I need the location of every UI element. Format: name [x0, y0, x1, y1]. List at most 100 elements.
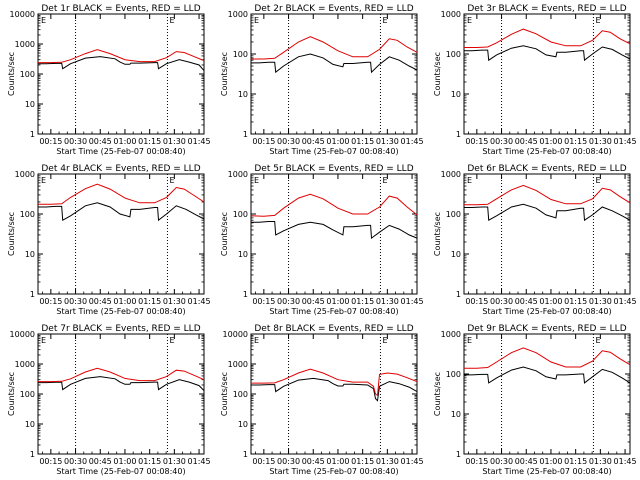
x-axis-label: Start Time (25-Feb-07 00:08:40): [56, 467, 185, 476]
plot-frame: [250, 173, 418, 295]
y-tick-label: 1: [456, 450, 461, 459]
x-tick-label: 00:45: [89, 137, 112, 146]
plot-frame: [250, 333, 418, 455]
y-tick-label: 1: [243, 450, 248, 459]
x-tick-label: 01:15: [564, 297, 587, 306]
y-tick-label: 1: [456, 290, 461, 299]
panel-det-8: Det 8r BLACK = Events, RED = LLD 1 10 100 10…: [220, 324, 424, 476]
y-tick-label: 1000: [15, 40, 35, 49]
x-tick-label: 00:45: [515, 297, 538, 306]
corner-label-left: E: [467, 176, 472, 185]
series-line-events: [251, 377, 418, 402]
y-axis-label: Counts/sec: [7, 52, 16, 96]
x-tick-label: 01:15: [138, 297, 161, 306]
corner-label-right: E: [169, 16, 174, 25]
corner-label-left: E: [41, 176, 46, 185]
x-tick-label: 01:30: [376, 457, 399, 466]
x-tick-label: 00:45: [302, 297, 325, 306]
x-tick-label: 00:15: [252, 297, 275, 306]
series-line-events: [251, 221, 418, 240]
panel-det-3: Det 3r BLACK = Events, RED = LLD 1 10 100 10…: [433, 4, 637, 156]
y-tick-label: 1000: [15, 170, 35, 179]
x-tick-label: 01:45: [188, 457, 211, 466]
x-tick-label: 01:15: [351, 297, 374, 306]
y-tick-label: 1000: [228, 10, 248, 19]
x-tick-label: 01:00: [326, 457, 349, 466]
y-tick-label: 1: [30, 290, 35, 299]
plot-frame: [463, 173, 631, 295]
y-tick-label: 100: [233, 50, 248, 59]
series-line-lld: [38, 183, 205, 205]
plot-frame: [463, 333, 631, 455]
x-tick-label: 01:00: [326, 297, 349, 306]
chart-title: Det 3r BLACK = Events, RED = LLD: [467, 4, 626, 14]
x-tick-label: 00:15: [465, 137, 488, 146]
series-line-lld: [464, 184, 631, 206]
y-axis-label: Counts/sec: [220, 52, 229, 96]
x-tick-label: 01:45: [401, 457, 424, 466]
panel-det-4: Det 4r BLACK = Events, RED = LLD 1 10 100 10…: [7, 164, 211, 316]
x-tick-label: 01:15: [351, 457, 374, 466]
corner-label-right: E: [595, 336, 600, 345]
chart-title: Det 2r BLACK = Events, RED = LLD: [254, 4, 413, 14]
y-axis-label: Counts/sec: [433, 212, 442, 256]
x-tick-label: 00:45: [89, 457, 112, 466]
y-tick-label: 10: [451, 90, 461, 99]
y-tick-label: 1000: [441, 10, 461, 19]
y-tick-label: 10: [25, 100, 35, 109]
x-tick-label: 00:15: [252, 137, 275, 146]
y-tick-label: 1000: [441, 170, 461, 179]
y-tick-label: 1000: [228, 360, 248, 369]
x-tick-label: 00:15: [39, 297, 62, 306]
x-tick-label: 00:30: [490, 457, 513, 466]
y-tick-label: 1: [243, 290, 248, 299]
corner-label-right: E: [595, 176, 600, 185]
plot-frame: [37, 173, 205, 295]
x-tick-label: 01:45: [188, 137, 211, 146]
y-tick-label: 10: [451, 250, 461, 259]
series-line-lld: [251, 368, 418, 397]
x-tick-label: 00:45: [302, 137, 325, 146]
chart-title: Det 8r BLACK = Events, RED = LLD: [254, 324, 413, 334]
x-tick-label: 01:00: [539, 137, 562, 146]
y-axis-label: Counts/sec: [433, 52, 442, 96]
x-tick-label: 00:30: [277, 137, 300, 146]
corner-label-left: E: [254, 176, 259, 185]
x-tick-label: 00:15: [465, 297, 488, 306]
series-line-lld: [38, 367, 205, 383]
x-tick-label: 01:30: [376, 137, 399, 146]
y-tick-label: 1: [456, 130, 461, 139]
x-tick-label: 00:15: [39, 457, 62, 466]
corner-label-left: E: [254, 336, 259, 345]
y-tick-label: 100: [20, 390, 35, 399]
chart-title: Det 1r BLACK = Events, RED = LLD: [41, 4, 200, 14]
series-line-lld: [251, 36, 418, 60]
x-tick-label: 01:00: [113, 297, 136, 306]
x-tick-label: 01:45: [401, 297, 424, 306]
x-tick-label: 01:45: [614, 137, 637, 146]
x-tick-label: 01:00: [113, 137, 136, 146]
y-axis-label: Counts/sec: [220, 372, 229, 416]
x-tick-label: 00:45: [89, 297, 112, 306]
x-tick-label: 00:30: [64, 297, 87, 306]
series-line-events: [464, 366, 631, 384]
y-tick-label: 10: [238, 250, 248, 259]
y-tick-label: 10000: [223, 330, 248, 339]
corner-label-right: E: [382, 16, 387, 25]
corner-label-right: E: [169, 336, 174, 345]
panel-det-9: Det 9r BLACK = Events, RED = LLD 1 10 100 10…: [433, 324, 637, 476]
series-line-lld: [250, 193, 418, 217]
y-tick-label: 10: [238, 420, 248, 429]
x-axis-label: Start Time (25-Feb-07 00:08:40): [482, 307, 611, 316]
series-line-events: [464, 203, 631, 222]
x-tick-label: 01:15: [564, 137, 587, 146]
chart-title: Det 7r BLACK = Events, RED = LLD: [41, 324, 200, 334]
x-tick-label: 00:45: [515, 457, 538, 466]
y-tick-label: 100: [446, 370, 461, 379]
corner-label-right: E: [169, 176, 174, 185]
chart-title: Det 9r BLACK = Events, RED = LLD: [467, 324, 626, 334]
x-tick-label: 01:00: [539, 457, 562, 466]
y-tick-label: 100: [446, 50, 461, 59]
panel-det-2: Det 2r BLACK = Events, RED = LLD 1 10 100 10…: [220, 4, 424, 156]
